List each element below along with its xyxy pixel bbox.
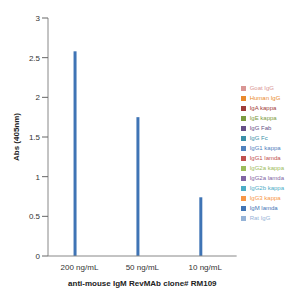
html-text:IgM lamda: IgM lamda [249,205,278,211]
html-text:IgG3 kappa: IgG3 kappa [249,195,281,201]
svg-text:50 ng/mL: 50 ng/mL [126,263,160,272]
html-text:IgG Fab: IgG Fab [249,125,272,131]
html-text:IgG2b kappa: IgG2b kappa [249,185,284,191]
svg-text:200 ng/mL: 200 ng/mL [61,263,99,272]
html-text:IgA kappa: IgA kappa [249,105,277,111]
html-text:IgE kappa: IgE kappa [249,115,277,121]
svg-text:1: 1 [36,173,41,182]
svg-text:1.5: 1.5 [29,133,41,142]
svg-text:Abs (405nm): Abs (405nm) [12,113,21,161]
html-text:Goat IgG: Goat IgG [249,85,274,91]
svg-text:3: 3 [36,14,41,23]
html-text:Rat IgG: Rat IgG [249,215,271,221]
html-text:IgG Fc: IgG Fc [249,135,268,141]
svg-text:0.5: 0.5 [29,212,41,221]
html-text:IgG2a lamda: IgG2a lamda [249,175,284,181]
html-text:IgG1 kappa: IgG1 kappa [249,145,281,151]
html-text:IgG1 lamda: IgG1 lamda [249,155,281,161]
html-text:IgG2a kappa: IgG2a kappa [249,165,284,171]
svg-text:2: 2 [36,93,41,102]
svg-text:0: 0 [36,252,41,261]
svg-text:2.5: 2.5 [29,54,41,63]
svg-text:10 ng/mL: 10 ng/mL [189,263,223,272]
svg-text:anti-mouse IgM RevMAb clone# R: anti-mouse IgM RevMAb clone# RM109 [68,279,217,288]
html-text:Human IgG: Human IgG [249,95,281,101]
